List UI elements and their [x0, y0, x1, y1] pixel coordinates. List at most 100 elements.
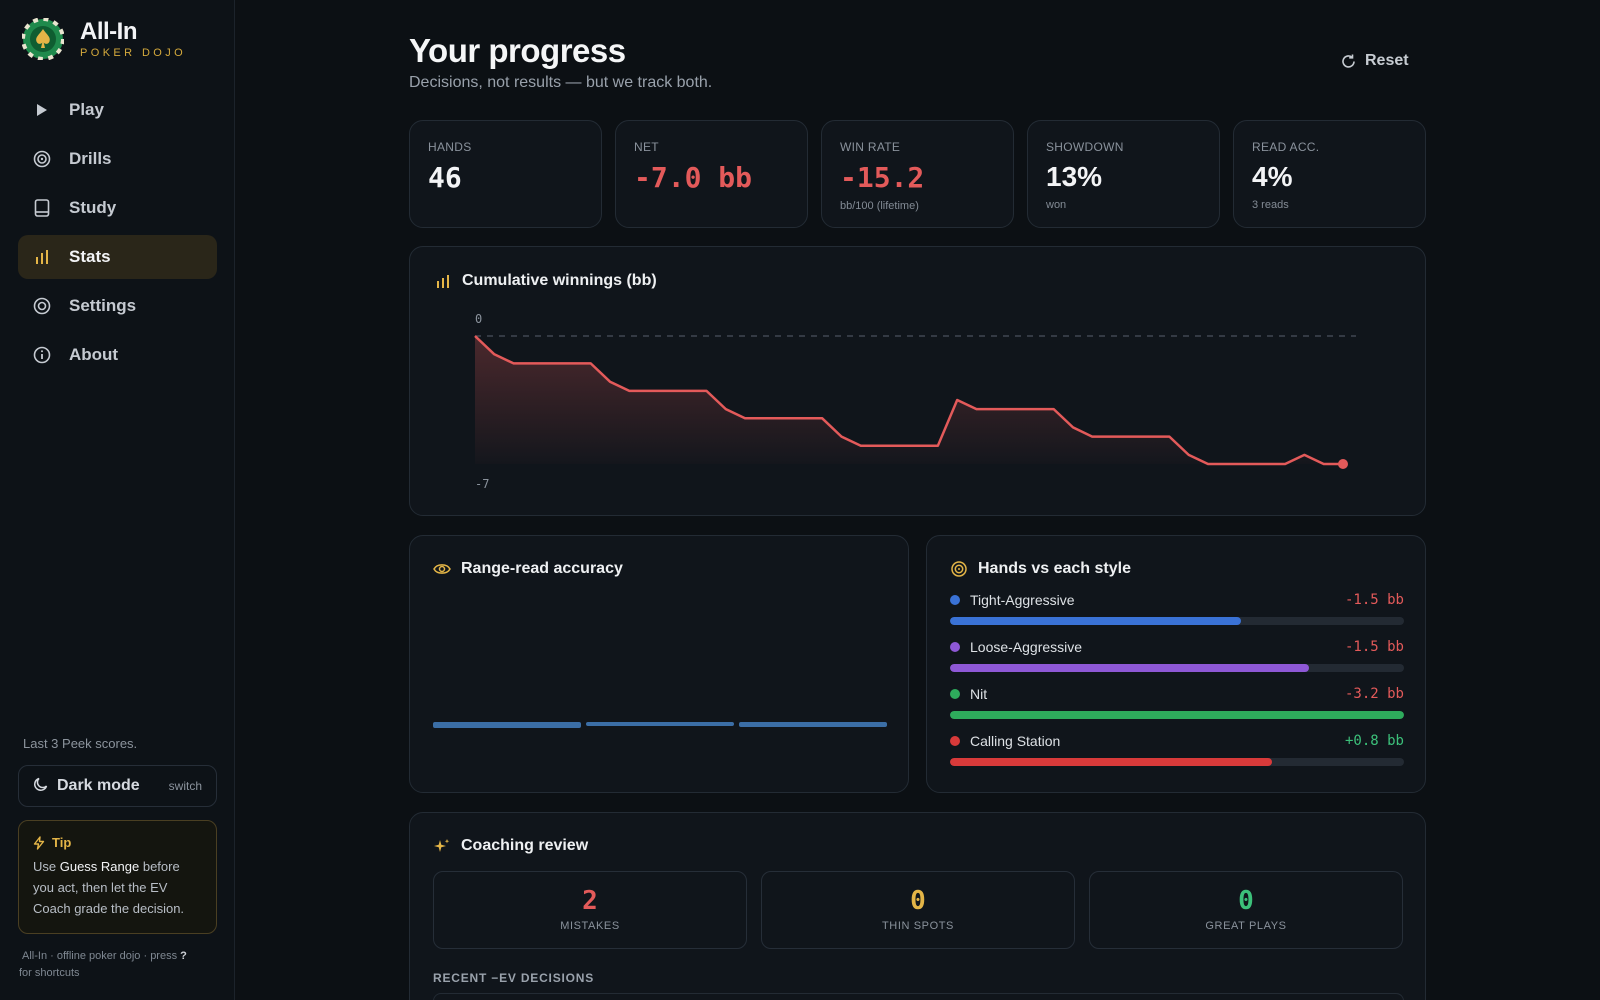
y-tick-label: -7 — [475, 477, 489, 491]
stat-value: 13% — [1046, 161, 1103, 192]
tip-text: Use — [33, 859, 60, 874]
moon-icon — [33, 776, 49, 797]
thin-spots-label: THIN SPOTS — [881, 920, 954, 932]
cumulative-winnings-chart: 0 -7 — [474, 312, 1356, 491]
info-icon — [32, 345, 52, 365]
cumulative-winnings-card: Cumulative winnings (bb) 0 -7 — [409, 246, 1426, 516]
sidebar-item-stats[interactable]: Stats — [18, 235, 217, 279]
stat-card-hands: HANDS 46 — [409, 120, 602, 228]
style-color-dot — [950, 736, 960, 746]
footer-text: All-In · offline poker dojo · press — [22, 950, 181, 962]
stat-value: 4% — [1252, 161, 1293, 192]
dark-mode-toggle[interactable]: Dark mode switch — [18, 765, 217, 807]
style-title: Hands vs each style — [978, 560, 1131, 577]
sidebar-item-label: Play — [69, 100, 104, 119]
style-row: Calling Station +0.8 bb — [950, 733, 1404, 766]
refresh-icon — [1342, 54, 1355, 68]
tip-body: Use Guess Range before you act, then let… — [33, 856, 202, 919]
great-plays-box[interactable]: 0 GREAT PLAYS — [1089, 871, 1403, 949]
mistakes-box[interactable]: 2 MISTAKES — [433, 871, 747, 949]
dark-mode-label: Dark mode — [57, 777, 140, 794]
play-icon — [32, 100, 52, 120]
peek-score-bars — [433, 722, 887, 734]
target-icon — [32, 149, 52, 169]
stat-value: 46 — [428, 161, 462, 194]
page-subtitle: Decisions, not results — but we track bo… — [409, 74, 713, 91]
sidebar-item-label: Settings — [69, 296, 137, 315]
coaching-title: Coaching review — [461, 837, 589, 854]
tip-card: Tip Use Guess Range before you act, then… — [18, 820, 217, 934]
sidebar-item-label: Drills — [69, 149, 112, 168]
stat-card-showdown: SHOWDOWN 13% won — [1027, 120, 1220, 228]
style-share-track — [950, 758, 1404, 766]
sidebar-item-settings[interactable]: Settings — [18, 284, 217, 328]
sidebar: All-In POKER DOJO Play Drills Study — [0, 0, 235, 1000]
stat-card-win-rate: WIN RATE -15.2 bb/100 (lifetime) — [821, 120, 1014, 228]
style-share-fill — [950, 758, 1273, 766]
style-share-track — [950, 617, 1404, 625]
style-row: Tight-Aggressive -1.5 bb — [950, 592, 1404, 625]
bar-chart-icon — [32, 247, 52, 267]
style-color-dot — [950, 689, 960, 699]
style-color-dot — [950, 595, 960, 605]
peek-score-bar — [739, 722, 887, 727]
style-share-track — [950, 711, 1404, 719]
stat-sub: 3 reads — [1252, 199, 1289, 211]
reset-button[interactable]: Reset — [1340, 52, 1409, 70]
stat-card-read-accuracy: READ ACC. 4% 3 reads — [1233, 120, 1426, 228]
style-net-value: -3.2 bb — [1344, 686, 1404, 702]
mistakes-count: 2 — [582, 886, 598, 916]
recent-ev-heading: RECENT −EV DECISIONS — [433, 971, 595, 985]
bar-chart-icon — [434, 272, 452, 290]
footer-note: All-In · offline poker dojo · press ? fo… — [19, 948, 212, 982]
range-read-caption: Last 3 Peek scores. — [23, 736, 138, 751]
range-read-card: Range-read accuracy — [409, 535, 909, 793]
peek-score-bar — [433, 722, 581, 728]
brand[interactable]: All-In POKER DOJO — [22, 18, 186, 60]
style-name: Calling Station — [970, 733, 1061, 749]
sidebar-item-play[interactable]: Play — [18, 88, 217, 132]
page-title: Your progress — [409, 32, 626, 69]
sparkle-icon — [433, 837, 451, 855]
mistakes-label: MISTAKES — [560, 920, 620, 932]
winnings-area — [475, 336, 1343, 464]
shortcut-key: ? — [180, 950, 187, 962]
recent-ev-list — [433, 993, 1404, 1000]
stat-label: WIN RATE — [840, 140, 901, 154]
thin-spots-box[interactable]: 0 THIN SPOTS — [761, 871, 1075, 949]
latest-point — [1338, 459, 1348, 469]
sidebar-item-study[interactable]: Study — [18, 186, 217, 230]
style-net-value: +0.8 bb — [1344, 733, 1404, 749]
stat-label: NET — [634, 140, 659, 154]
dark-mode-switch[interactable]: switch — [168, 779, 202, 793]
sidebar-item-label: About — [69, 345, 119, 364]
tip-text: before you act, then let the EV Coach gr… — [33, 859, 185, 916]
footer-text: for shortcuts — [19, 967, 80, 979]
sidebar-item-label: Stats — [69, 247, 111, 266]
style-row: Loose-Aggressive -1.5 bb — [950, 639, 1404, 672]
stat-label: READ ACC. — [1252, 140, 1320, 154]
great-plays-count: 0 — [1238, 886, 1254, 916]
sidebar-item-label: Study — [69, 198, 117, 217]
tip-title: Tip — [52, 835, 72, 850]
style-share-fill — [950, 664, 1309, 672]
y-tick-label: 0 — [475, 312, 482, 326]
stat-value: -15.2 — [840, 161, 925, 194]
reset-label: Reset — [1365, 52, 1409, 69]
eye-icon — [433, 560, 451, 578]
sidebar-item-drills[interactable]: Drills — [18, 137, 217, 181]
sidebar-item-about[interactable]: About — [18, 333, 217, 377]
style-name: Tight-Aggressive — [970, 592, 1075, 608]
style-color-dot — [950, 642, 960, 652]
target-icon — [950, 560, 968, 578]
poker-chip-logo-icon — [22, 18, 64, 60]
style-share-track — [950, 664, 1404, 672]
style-name: Nit — [970, 686, 988, 702]
peek-score-bar — [586, 722, 734, 726]
style-share-fill — [950, 617, 1241, 625]
book-icon — [32, 198, 52, 218]
stat-sub: won — [1046, 199, 1067, 211]
great-plays-label: GREAT PLAYS — [1205, 920, 1287, 932]
thin-spots-count: 0 — [910, 886, 926, 916]
style-share-fill — [950, 711, 1404, 719]
